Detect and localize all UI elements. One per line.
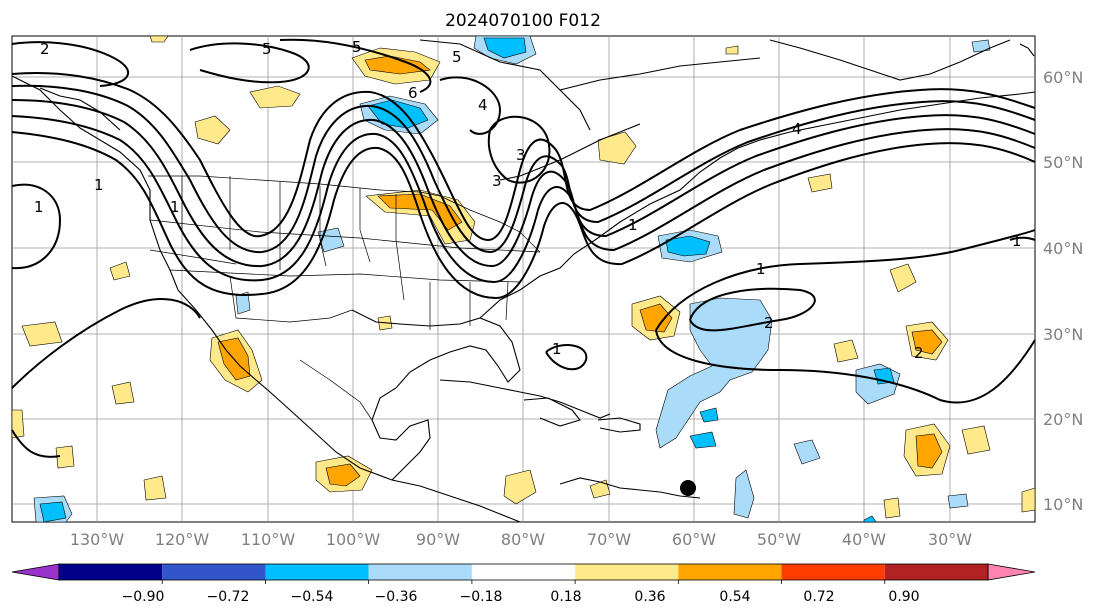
colorbar-segments bbox=[11, 563, 1036, 581]
colorbar-segment bbox=[884, 564, 988, 580]
colorbar-tick-label: −0.90 bbox=[122, 589, 165, 605]
map-title: 2024070100 F012 bbox=[445, 11, 601, 31]
colorbar-ticks bbox=[161, 580, 886, 584]
contour-label: 2 bbox=[40, 40, 50, 58]
lat-label-40n: 40°N bbox=[1043, 239, 1083, 258]
lon-label-40w: 40°W bbox=[842, 530, 886, 549]
colorbar-tick-label: 0.18 bbox=[550, 589, 581, 605]
colorbar-tick-label: 0.90 bbox=[888, 589, 919, 605]
lon-label-30w: 30°W bbox=[928, 530, 972, 549]
colorbar-tick-label: 0.54 bbox=[719, 589, 750, 605]
contour-labels: 2 5 5 5 6 4 3 4 3 1 1 1 1 1 2 2 1 1 bbox=[34, 38, 1022, 362]
lat-label-60n: 60°N bbox=[1043, 68, 1083, 87]
lat-label-20n: 20°N bbox=[1043, 410, 1083, 429]
lon-label-100w: 100°W bbox=[326, 530, 381, 549]
colorbar-outline bbox=[58, 563, 989, 581]
colorbar-segment bbox=[781, 564, 885, 580]
colorbar: −0.90 −0.72 −0.54 −0.36 −0.18 0.18 0.36 … bbox=[11, 563, 1036, 605]
colorbar-tick-label: −0.18 bbox=[460, 589, 503, 605]
contour-label: 4 bbox=[478, 96, 488, 114]
lon-label-80w: 80°W bbox=[501, 530, 545, 549]
lat-label-30n: 30°N bbox=[1043, 325, 1083, 344]
lon-label-110w: 110°W bbox=[241, 530, 296, 549]
lon-label-50w: 50°W bbox=[757, 530, 801, 549]
lon-label-60w: 60°W bbox=[672, 530, 716, 549]
lon-label-130w: 130°W bbox=[70, 530, 125, 549]
lat-label-50n: 50°N bbox=[1043, 153, 1083, 172]
contour-label: 3 bbox=[492, 172, 502, 190]
colorbar-tick-label: −0.36 bbox=[375, 589, 418, 605]
colorbar-segment bbox=[162, 564, 266, 580]
colorbar-segment bbox=[678, 564, 782, 580]
contour-label: 1 bbox=[34, 198, 44, 216]
colorbar-segment bbox=[265, 564, 369, 580]
contour-label: 5 bbox=[352, 38, 362, 56]
contour-label: 1 bbox=[1012, 232, 1022, 250]
contour-label: 6 bbox=[408, 84, 418, 102]
lon-label-90w: 90°W bbox=[416, 530, 460, 549]
colorbar-extend-min bbox=[11, 563, 60, 581]
contour-label: 4 bbox=[792, 120, 802, 138]
contour-label: 5 bbox=[452, 48, 462, 66]
lon-label-70w: 70°W bbox=[587, 530, 631, 549]
contour-label: 1 bbox=[628, 216, 638, 234]
lat-label-10n: 10°N bbox=[1043, 495, 1083, 514]
lon-label-120w: 120°W bbox=[155, 530, 210, 549]
colorbar-segment bbox=[368, 564, 472, 580]
positive-anomaly-areas bbox=[11, 35, 1036, 519]
colorbar-extend-max bbox=[987, 563, 1036, 581]
contour-label: 1 bbox=[756, 260, 766, 278]
height-contours bbox=[11, 38, 1036, 458]
colorbar-segment bbox=[59, 564, 163, 580]
latitude-labels: 60°N 50°N 40°N 30°N 20°N 10°N bbox=[1043, 68, 1083, 514]
contour-label: 3 bbox=[516, 146, 526, 164]
colorbar-tick-label: −0.54 bbox=[291, 589, 334, 605]
contour-label: 1 bbox=[552, 340, 562, 358]
contour-label: 1 bbox=[94, 176, 104, 194]
contour-label: 1 bbox=[170, 198, 180, 216]
contour-label: 2 bbox=[764, 314, 774, 332]
colorbar-tick-label: −0.72 bbox=[207, 589, 250, 605]
contour-label: 2 bbox=[914, 344, 924, 362]
colorbar-tick-label: 0.36 bbox=[634, 589, 665, 605]
storm-position-marker bbox=[680, 480, 696, 496]
map-frame bbox=[11, 35, 1036, 523]
colorbar-segment bbox=[575, 564, 679, 580]
map-panel: 2 5 5 5 6 4 3 4 3 1 1 1 1 1 2 2 1 1 bbox=[11, 35, 1036, 523]
colorbar-segment bbox=[471, 564, 576, 580]
colorbar-tick-label: 0.72 bbox=[803, 589, 834, 605]
longitude-labels: 130°W 120°W 110°W 100°W 90°W 80°W 70°W 6… bbox=[70, 530, 972, 549]
contour-label: 5 bbox=[262, 40, 272, 58]
